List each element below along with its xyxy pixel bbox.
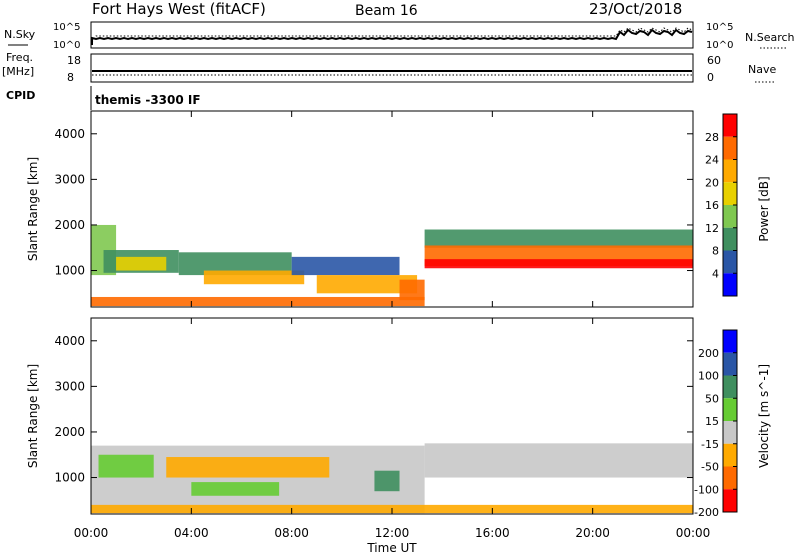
cpid-value: themis -3300 IF [95, 93, 201, 107]
colorbar-swatch [723, 375, 737, 399]
colorbar-tick-label: 16 [705, 199, 719, 212]
power-y-axis: 4000 3000 2000 1000 [54, 127, 693, 278]
power-heatmap [91, 224, 693, 307]
x-tick-label: 20:00 [575, 526, 610, 540]
noise-tick-high-right: 10^5 [706, 22, 733, 33]
velocity-colorbar-label: Velocity [m s^-1] [757, 364, 771, 468]
velocity-heatmap [91, 443, 693, 514]
nsearch-label: N.Search [745, 31, 795, 44]
x-tick-label: 00:00 [74, 526, 109, 540]
freq-label: Freq. [6, 51, 33, 64]
power-ylabel: Slant Range [km] [26, 157, 40, 261]
heatmap-band [203, 270, 305, 285]
colorbar-tick-label: -200 [694, 506, 719, 519]
colorbar-swatch [723, 398, 737, 421]
heatmap-band [424, 229, 693, 248]
y-tick-label: 1000 [54, 264, 85, 278]
station-title: Fort Hays West (fitACF) [92, 0, 266, 18]
colorbar-swatch [723, 136, 737, 160]
colorbar-tick-label: 12 [705, 222, 719, 235]
noise-tick-low-right: 10^0 [706, 40, 733, 51]
colorbar-tick-label: 15 [705, 415, 719, 428]
heatmap-band [178, 252, 292, 276]
cpid-label: CPID [6, 89, 35, 102]
colorbar-tick-label: 200 [698, 347, 719, 360]
time-axis-label: Time UT [366, 541, 417, 554]
y-tick-label: 3000 [54, 379, 85, 393]
colorbar-tick-label: 28 [705, 131, 719, 144]
nave-tick-low: 0 [707, 71, 714, 84]
velocity-y-axis: 4000 3000 2000 1000 [54, 334, 693, 485]
heatmap-band [191, 482, 280, 496]
colorbar-tick-label: 20 [705, 176, 719, 189]
colorbar-tick-label: 4 [712, 267, 719, 280]
colorbar-swatch [723, 227, 737, 251]
freq-panel [90, 53, 694, 83]
heatmap-band [166, 457, 330, 478]
colorbar-tick-label: 8 [712, 245, 719, 258]
colorbar-tick-label: 24 [705, 154, 719, 167]
freq-tick-high: 18 [67, 54, 81, 67]
freq-tick-low: 8 [67, 71, 74, 84]
colorbar-swatch [723, 466, 737, 490]
y-tick-label: 3000 [54, 172, 85, 186]
x-tick-label: 08:00 [274, 526, 309, 540]
y-tick-label: 2000 [54, 425, 85, 439]
heatmap-band [316, 275, 418, 294]
heatmap-band [399, 279, 425, 301]
colorbar-tick-label: -100 [694, 483, 719, 496]
velocity-ylabel: Slant Range [km] [26, 364, 40, 468]
heatmap-band [374, 470, 400, 492]
beam-label: Beam 16 [355, 3, 418, 19]
colorbar-tick-label: -50 [701, 461, 719, 474]
nave-label: Nave [748, 63, 776, 76]
y-tick-label: 1000 [54, 471, 85, 485]
colorbar-tick-label: -15 [701, 438, 719, 451]
colorbar-swatch [723, 205, 737, 228]
nave-tick-high: 60 [707, 54, 721, 67]
colorbar-swatch [723, 114, 737, 137]
nsky-label: N.Sky [4, 28, 36, 41]
x-tick-label: 12:00 [375, 526, 410, 540]
noise-tick-high-left: 10^5 [53, 22, 80, 33]
nsky-trace [91, 28, 693, 45]
noise-panel [90, 21, 694, 49]
colorbar-swatch [723, 443, 737, 467]
x-tick-label: 04:00 [174, 526, 209, 540]
y-tick-label: 2000 [54, 218, 85, 232]
time-axis: 00:00 04:00 08:00 12:00 16:00 20:00 00:00 [74, 111, 711, 540]
heatmap-band [116, 256, 167, 271]
colorbar-tick-label: 50 [705, 392, 719, 405]
freq-unit: [MHz] [2, 65, 34, 78]
velocity-colorbar: 200 100 50 15 -15 -50 -100 -200 [694, 329, 738, 519]
heatmap-band [91, 296, 425, 307]
heatmap-band [291, 256, 400, 276]
power-colorbar-label: Power [dB] [757, 176, 771, 241]
colorbar-swatch [723, 250, 737, 274]
colorbar-swatch [723, 489, 737, 512]
x-tick-label: 16:00 [475, 526, 510, 540]
colorbar-swatch [723, 421, 737, 444]
colorbar-swatch [723, 182, 737, 205]
heatmap-band [98, 454, 154, 478]
x-tick-label: 00:00 [676, 526, 711, 540]
colorbar-swatch [723, 273, 737, 296]
heatmap-band [424, 259, 693, 269]
colorbar-swatch [723, 330, 737, 353]
colorbar-tick-label: 100 [698, 370, 719, 383]
noise-tick-low-left: 10^0 [53, 40, 80, 51]
heatmap-band [424, 443, 693, 478]
colorbar-swatch [723, 352, 737, 376]
y-tick-label: 4000 [54, 127, 85, 141]
date-label: 23/Oct/2018 [589, 0, 682, 18]
power-colorbar: 28 24 20 16 12 8 4 [705, 113, 738, 297]
y-tick-label: 4000 [54, 334, 85, 348]
colorbar-swatch [723, 159, 737, 183]
